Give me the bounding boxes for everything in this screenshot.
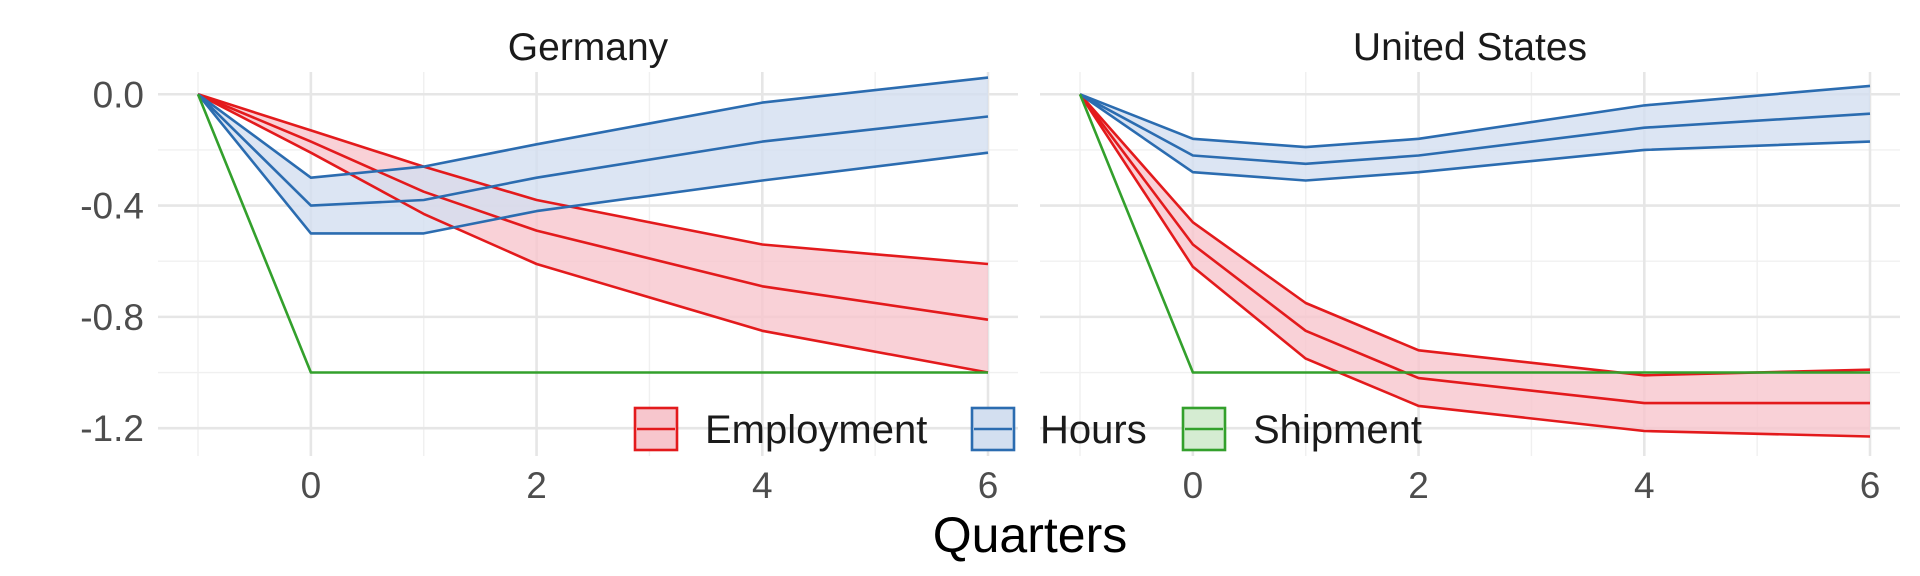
y-tick-label: -1.2 (80, 408, 144, 449)
y-tick-label: -0.8 (80, 297, 144, 338)
x-tick-label: 6 (978, 465, 999, 506)
series-line-employment-mid (1078, 93, 1870, 405)
series-line-hours-upper (197, 76, 989, 179)
series-line-hours-lower (196, 93, 989, 235)
confidence-band-hours (198, 77, 988, 234)
series-line-hours-mid (1079, 93, 1871, 166)
series-line-employment-upper (1079, 93, 1871, 377)
x-tick-label: 0 (301, 465, 322, 506)
panel-title: United States (1353, 26, 1587, 69)
panel-title: Germany (508, 26, 669, 69)
confidence-band-hours (1080, 85, 1870, 181)
x-tick-label: 4 (1634, 465, 1655, 506)
confidence-band-employment (198, 94, 988, 373)
x-tick-label: 6 (1860, 465, 1881, 506)
legend-label-employment: Employment (705, 408, 927, 452)
series-line-employment-lower (1078, 93, 1871, 438)
x-tick-label: 2 (1408, 465, 1429, 506)
x-tick-label: 4 (752, 465, 773, 506)
legend-label-shipment: Shipment (1253, 408, 1422, 452)
series-line-shipment-mid (196, 93, 988, 374)
x-tick-label: 2 (526, 465, 547, 506)
series-line-hours-upper (1079, 84, 1871, 149)
x-axis-title: Quarters (933, 507, 1128, 563)
x-tick-label: 0 (1183, 465, 1204, 506)
series-line-employment-lower (197, 93, 989, 374)
legend-label-hours: Hours (1040, 408, 1147, 452)
series-line-employment-upper (197, 93, 989, 266)
y-tick-label: -0.4 (80, 186, 144, 227)
series-line-hours-mid (197, 93, 989, 207)
series-line-hours-lower (1079, 93, 1871, 182)
series-line-employment-mid (197, 93, 989, 321)
series-line-shipment-mid (1078, 93, 1870, 374)
y-tick-label: 0.0 (93, 74, 144, 115)
